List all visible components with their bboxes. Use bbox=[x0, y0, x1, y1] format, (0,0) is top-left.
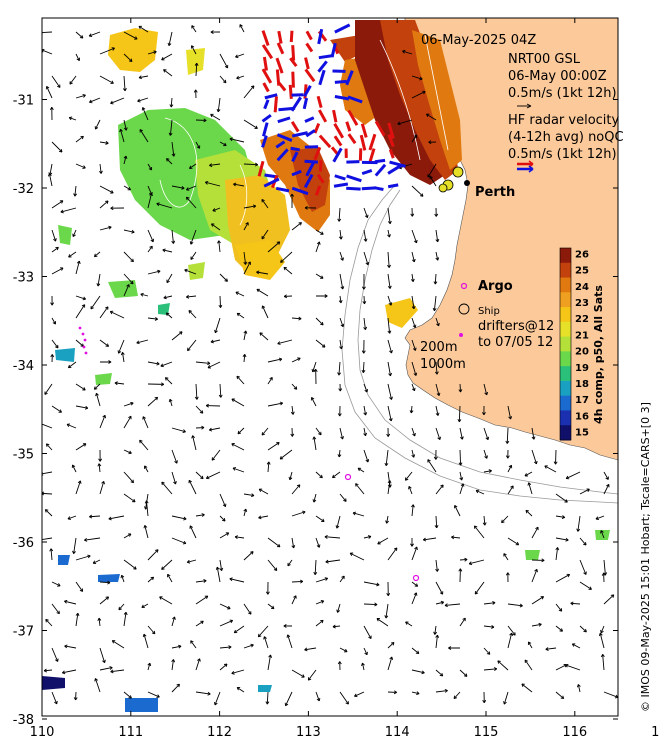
x-tick-label: 117 bbox=[651, 725, 660, 740]
colorbar-swatch bbox=[560, 410, 571, 426]
argo-float-marker bbox=[344, 473, 352, 481]
hf-line2: (4-12h avg) noQC bbox=[508, 130, 624, 145]
colorbar-swatch bbox=[560, 395, 571, 411]
credit-text: © IMOS 09-May-2025 15:01 Hobart; Tscale=… bbox=[639, 402, 652, 712]
colorbar-tick-label: 21 bbox=[575, 330, 589, 341]
header-datetime: 06-May-2025 04Z bbox=[421, 33, 536, 48]
depth-1000-label: 1000m bbox=[420, 357, 466, 372]
y-tick-label: -35 bbox=[13, 448, 34, 463]
hf-line1: HF radar velocity bbox=[508, 113, 620, 128]
contour-200m bbox=[357, 189, 618, 495]
ship-label: Ship bbox=[478, 306, 500, 317]
plot-frame bbox=[41, 17, 619, 717]
argo-legend-marker bbox=[460, 282, 468, 290]
colorbar-swatch bbox=[560, 277, 571, 293]
drifters-line1: drifters@12 bbox=[478, 319, 554, 334]
hf-radar-vectors bbox=[257, 23, 406, 196]
city-label-perth: Perth bbox=[475, 185, 515, 200]
x-tick-label: 116 bbox=[562, 725, 587, 740]
y-tick-label: -36 bbox=[13, 536, 34, 551]
y-tick-label: -31 bbox=[13, 94, 34, 109]
y-tick-label: -33 bbox=[13, 271, 34, 286]
colorbar-tick-label: 15 bbox=[575, 428, 589, 439]
colorbar-tick-label: 24 bbox=[575, 282, 589, 293]
x-tick-label: 111 bbox=[118, 725, 143, 740]
current-vectors bbox=[42, 24, 618, 707]
hf-scale: 0.5m/s (1kt 12h) bbox=[508, 147, 617, 162]
colorbar-swatch bbox=[560, 292, 571, 308]
nrt-title: NRT00 GSL bbox=[508, 52, 581, 67]
ship-legend-marker bbox=[458, 303, 470, 315]
colorbar-swatch bbox=[560, 307, 571, 323]
colorbar-tick-label: 18 bbox=[575, 379, 589, 390]
colorbar-tick-label: 17 bbox=[575, 395, 589, 406]
x-tick-label: 115 bbox=[474, 725, 499, 740]
nrt-scale: 0.5m/s (1kt 12h) bbox=[508, 86, 617, 101]
y-tick-label: -34 bbox=[13, 359, 34, 374]
y-tick-label: -32 bbox=[13, 182, 34, 197]
colorbar-swatch bbox=[560, 248, 571, 264]
nrt-time: 06-May 00:00Z bbox=[508, 69, 607, 84]
drifters-line2: to 07/05 12 bbox=[478, 335, 553, 350]
colorbar-tick-label: 23 bbox=[575, 298, 589, 309]
colorbar-swatch bbox=[560, 262, 571, 279]
colorbar-tick-label: 16 bbox=[575, 411, 589, 422]
colorbar-tick-label: 19 bbox=[575, 363, 589, 374]
colorbar-tick-label: 20 bbox=[575, 347, 589, 358]
axes: 110 111 112 113 114 115 116 117 -31 -32 -33 -34 -35 -… bbox=[13, 18, 660, 740]
colorbar-swatch bbox=[560, 425, 571, 441]
colorbar-tick-label: 26 bbox=[575, 250, 589, 261]
x-tick-label: 114 bbox=[385, 725, 410, 740]
x-tick-label: 112 bbox=[207, 725, 232, 740]
x-tick-label: 113 bbox=[296, 725, 321, 740]
depth-200-label: 200m bbox=[420, 340, 457, 355]
colorbar-swatch bbox=[560, 351, 571, 367]
colorbar-swatch bbox=[560, 380, 571, 397]
colorbar-tick-label: 25 bbox=[575, 266, 589, 277]
argo-label: Argo bbox=[478, 279, 513, 294]
y-tick-label: -38 bbox=[13, 713, 34, 728]
colorbar-swatch bbox=[560, 336, 571, 352]
drifter-tracks bbox=[78, 326, 463, 355]
nrt-scale-arrow bbox=[517, 103, 532, 109]
argo-float-marker bbox=[412, 574, 420, 582]
ship-markers bbox=[438, 166, 470, 193]
x-tick-label: 110 bbox=[30, 725, 55, 740]
colorbar-tick-label: 22 bbox=[575, 314, 589, 325]
colorbar-swatch bbox=[560, 321, 571, 338]
colorbar-swatch bbox=[560, 366, 571, 382]
hf-scale-arrows bbox=[517, 160, 534, 173]
colorbar: 26 25 24 23 22 21 20 19 18 17 16 15 bbox=[559, 247, 589, 441]
contour-1000m bbox=[341, 184, 618, 504]
y-tick-label: -37 bbox=[13, 625, 34, 640]
colorbar-title: 4h comp, p50, All Sats bbox=[592, 285, 605, 424]
